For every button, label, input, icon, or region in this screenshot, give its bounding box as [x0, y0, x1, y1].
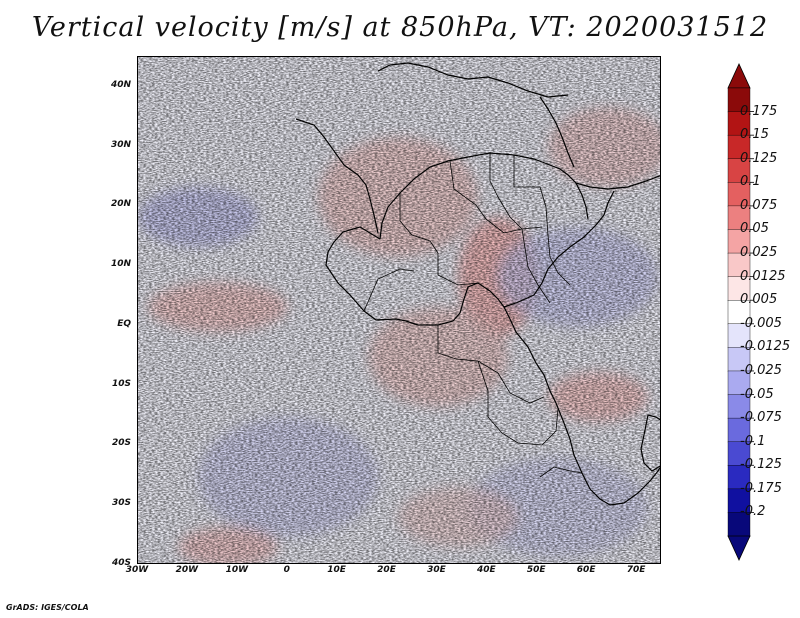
lon-tick-label: 40E	[476, 565, 496, 575]
colorbar-bottom-arrow	[727, 535, 751, 561]
lat-tick-label: 20N	[110, 199, 131, 210]
lon-tick-label: 0	[283, 565, 290, 575]
lon-tick-label: 30E	[427, 565, 446, 575]
lat-tick-label: 40N	[110, 79, 131, 90]
lat-tick-label: 10S	[111, 378, 131, 389]
chart-title: Vertical velocity [m/s] at 850hPa, VT: 2…	[31, 12, 769, 43]
lat-tick-label: 30S	[111, 498, 131, 509]
map-plot-area	[137, 56, 661, 564]
lat-tick-label: 40S	[111, 558, 131, 568]
lat-tick-label: 20S	[111, 438, 131, 449]
colorbar-label: -0.025	[740, 362, 782, 378]
map-canvas	[138, 57, 660, 563]
country-borders	[363, 153, 583, 478]
lon-tick-label: 10E	[327, 565, 346, 575]
colorbar-label: -0.005	[740, 315, 782, 331]
grads-credit: GrADS: IGES/COLA	[6, 603, 89, 612]
lat-tick-label: EQ	[117, 318, 131, 329]
lon-tick-label: 20E	[377, 565, 396, 575]
colorbar-label: -0.2	[740, 504, 766, 520]
colorbar-label: 0.005	[740, 292, 778, 308]
colorbar-label: 0.1	[740, 174, 761, 190]
colorbar-label: 0.125	[740, 150, 778, 166]
lon-tick-label: 10W	[225, 565, 249, 575]
colorbar-label: -0.075	[740, 410, 782, 426]
colorbar-label: -0.175	[740, 480, 782, 496]
lat-tick-label: 30N	[110, 139, 131, 150]
lon-tick-label: 20W	[175, 565, 199, 575]
colorbar-top-arrow	[727, 63, 751, 89]
lon-tick-label: 50E	[526, 565, 546, 575]
colorbar	[727, 63, 754, 561]
lon-tick-label: 30W	[125, 565, 149, 575]
colorbar-label: -0.05	[740, 386, 774, 402]
colorbar-label: 0.15	[740, 127, 769, 143]
colorbar-label: -0.125	[740, 457, 782, 473]
lon-tick-label: 60E	[576, 565, 596, 575]
colorbar-label: 0.05	[740, 221, 769, 237]
colorbar-label: -0.0125	[740, 339, 791, 355]
colorbar-label: 0.025	[740, 245, 778, 261]
colorbar-label: -0.1	[740, 433, 766, 449]
lat-tick-label: 10N	[110, 259, 131, 270]
colorbar-label: 0.175	[740, 103, 778, 119]
colorbar-label: 0.075	[740, 197, 778, 213]
lon-tick-label: 70E	[626, 565, 646, 575]
colorbar-label: 0.0125	[740, 268, 786, 284]
coastlines	[295, 62, 660, 506]
